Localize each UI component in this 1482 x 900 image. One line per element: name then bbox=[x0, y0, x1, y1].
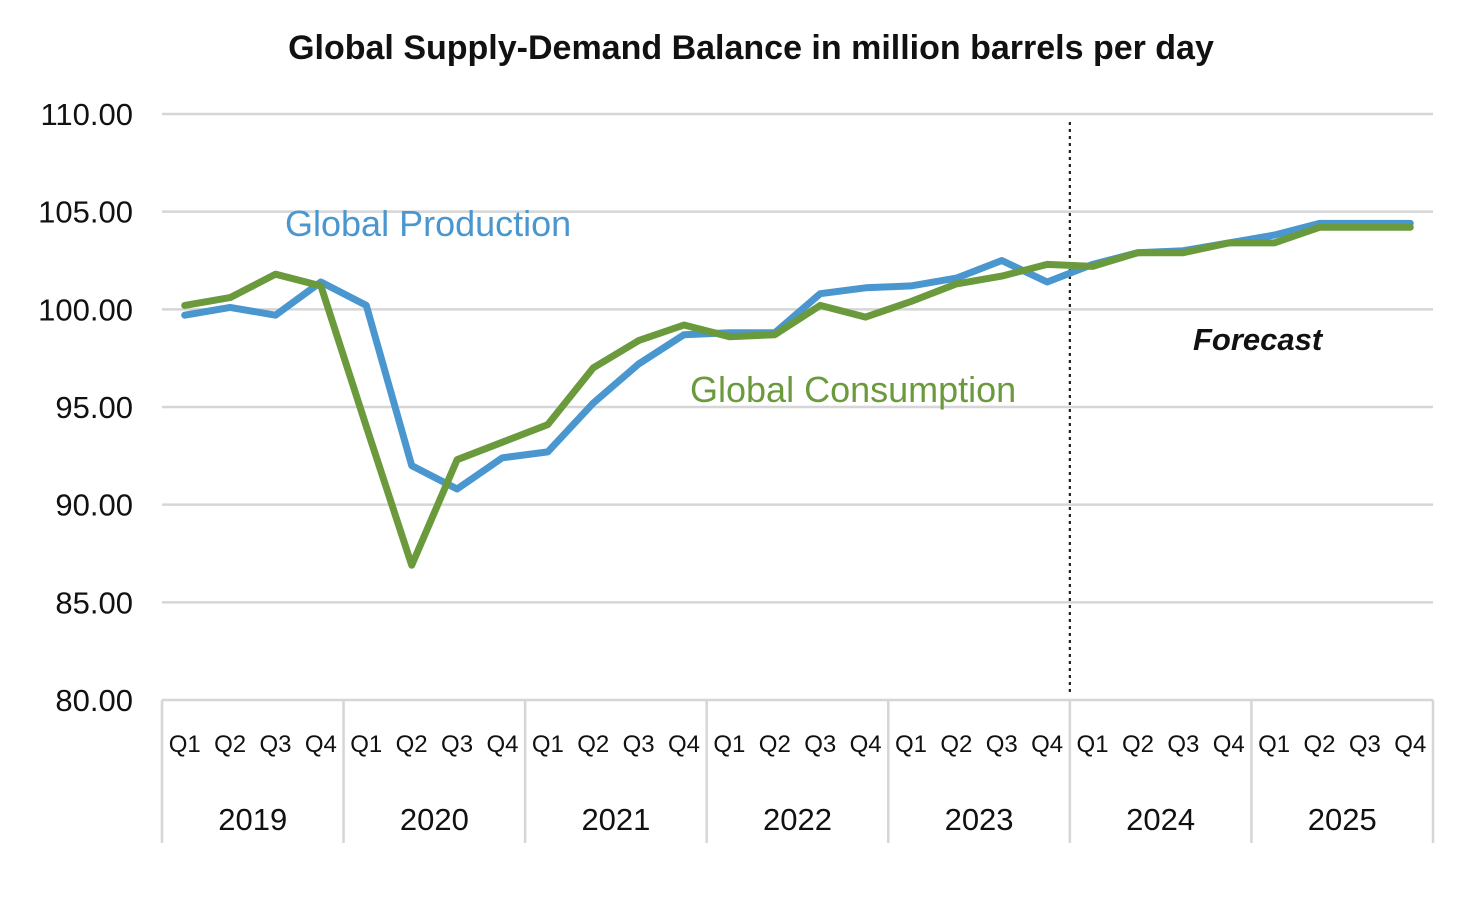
year-tick-label: 2025 bbox=[1308, 802, 1377, 837]
quarter-tick-label: Q1 bbox=[1077, 731, 1109, 758]
y-tick-label: 100.00 bbox=[38, 292, 133, 327]
series bbox=[181, 219, 1414, 569]
quarter-tick-label: Q2 bbox=[1122, 731, 1154, 758]
year-tick-label: 2024 bbox=[1126, 802, 1195, 837]
quarter-tick-label: Q4 bbox=[1213, 731, 1245, 758]
quarter-tick-label: Q4 bbox=[486, 731, 518, 758]
quarter-tick-label: Q4 bbox=[1394, 731, 1426, 758]
quarter-tick-label: Q2 bbox=[577, 731, 609, 758]
quarter-tick-label: Q4 bbox=[668, 731, 700, 758]
quarter-tick-label: Q1 bbox=[713, 731, 745, 758]
quarter-tick-label: Q3 bbox=[1349, 731, 1381, 758]
x-axis: Q1 Q2 Q3 Q4 2019 Q1 Q2 Q3 Q4 2020 Q1 Q2 Q3 Q4 2021 Q1 Q2… bbox=[160, 698, 1435, 843]
quarter-tick-label: Q3 bbox=[804, 731, 836, 758]
y-tick-label: 110.00 bbox=[40, 97, 133, 132]
quarter-tick-label: Q4 bbox=[850, 731, 882, 758]
quarter-tick-label: Q1 bbox=[169, 731, 201, 758]
series-label-global-production: Global Production bbox=[285, 203, 571, 244]
y-axis: 110.00 105.00 100.00 95.00 90.00 85.00 80.00 bbox=[38, 97, 133, 718]
quarter-tick-label: Q2 bbox=[396, 731, 428, 758]
quarter-tick-label: Q1 bbox=[350, 731, 382, 758]
y-tick-label: 85.00 bbox=[55, 585, 133, 620]
gridlines bbox=[162, 112, 1433, 604]
quarter-tick-label: Q3 bbox=[1167, 731, 1199, 758]
annotations: Global Production Global Consumption Forec… bbox=[285, 203, 1324, 410]
quarter-tick-label: Q1 bbox=[895, 731, 927, 758]
quarter-tick-label: Q1 bbox=[1258, 731, 1290, 758]
chart-title: Global Supply-Demand Balance in million … bbox=[288, 29, 1214, 67]
y-tick-label: 80.00 bbox=[55, 683, 133, 718]
quarter-tick-label: Q3 bbox=[986, 731, 1018, 758]
y-tick-label: 90.00 bbox=[55, 488, 133, 523]
quarter-tick-label: Q4 bbox=[305, 731, 337, 758]
quarter-tick-label: Q2 bbox=[940, 731, 972, 758]
forecast-label: Forecast bbox=[1193, 322, 1324, 357]
quarter-tick-label: Q2 bbox=[1304, 731, 1336, 758]
quarter-tick-label: Q2 bbox=[759, 731, 791, 758]
year-tick-label: 2019 bbox=[218, 802, 287, 837]
year-tick-label: 2023 bbox=[945, 802, 1014, 837]
series-label-global-consumption: Global Consumption bbox=[690, 369, 1016, 410]
quarter-tick-label: Q4 bbox=[1031, 731, 1063, 758]
y-tick-label: 105.00 bbox=[38, 195, 133, 230]
series-line-global-consumption bbox=[181, 223, 1414, 569]
quarter-tick-label: Q2 bbox=[214, 731, 246, 758]
year-tick-label: 2022 bbox=[763, 802, 832, 837]
quarter-tick-label: Q3 bbox=[259, 731, 291, 758]
year-tick-label: 2020 bbox=[400, 802, 469, 837]
quarter-tick-label: Q3 bbox=[441, 731, 473, 758]
y-tick-label: 95.00 bbox=[55, 390, 133, 425]
quarter-tick-label: Q1 bbox=[532, 731, 564, 758]
year-tick-label: 2021 bbox=[581, 802, 650, 837]
quarter-tick-label: Q3 bbox=[623, 731, 655, 758]
